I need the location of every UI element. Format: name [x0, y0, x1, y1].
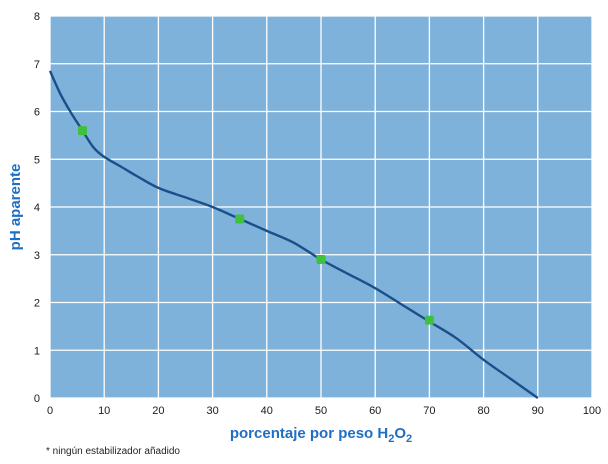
data-marker — [235, 214, 245, 224]
y-tick-label: 2 — [34, 298, 40, 310]
y-axis-ticks: 0 1 2 3 4 5 6 7 8 — [34, 11, 40, 405]
y-tick-label: 0 — [34, 393, 40, 405]
data-markers — [78, 126, 434, 325]
x-axis-ticks: 0 10 20 30 40 50 60 70 80 90 100 — [47, 405, 601, 417]
footnote: * ningún estabilizador añadido — [46, 446, 180, 457]
x-tick-label: 80 — [477, 405, 489, 417]
x-tick-label: 90 — [532, 405, 544, 417]
x-axis-label-sub1: 2 — [388, 433, 394, 445]
x-tick-label: 10 — [98, 405, 110, 417]
x-tick-label: 30 — [206, 405, 218, 417]
x-tick-label: 0 — [47, 405, 53, 417]
x-axis-label-main: porcentaje por peso H — [230, 425, 388, 442]
x-tick-label: 50 — [315, 405, 327, 417]
x-tick-label: 70 — [423, 405, 435, 417]
x-axis-label-mid: O — [394, 425, 406, 442]
x-tick-label: 20 — [152, 405, 164, 417]
data-marker — [424, 315, 434, 325]
data-marker — [78, 126, 88, 136]
x-tick-label: 60 — [369, 405, 381, 417]
x-axis-label-sub2: 2 — [406, 433, 412, 445]
y-axis-label: pH aparente — [7, 164, 24, 251]
y-tick-label: 8 — [34, 11, 40, 23]
x-tick-label: 100 — [583, 405, 601, 417]
y-tick-label: 1 — [34, 345, 40, 357]
y-tick-label: 6 — [34, 107, 40, 119]
x-tick-label: 40 — [261, 405, 273, 417]
x-axis-label: porcentaje por peso H2O2 — [230, 425, 412, 445]
data-marker — [316, 255, 326, 265]
y-tick-label: 3 — [34, 250, 40, 262]
y-tick-label: 5 — [34, 154, 40, 166]
y-tick-label: 7 — [34, 59, 40, 71]
y-tick-label: 4 — [34, 202, 40, 214]
grid — [49, 15, 593, 399]
